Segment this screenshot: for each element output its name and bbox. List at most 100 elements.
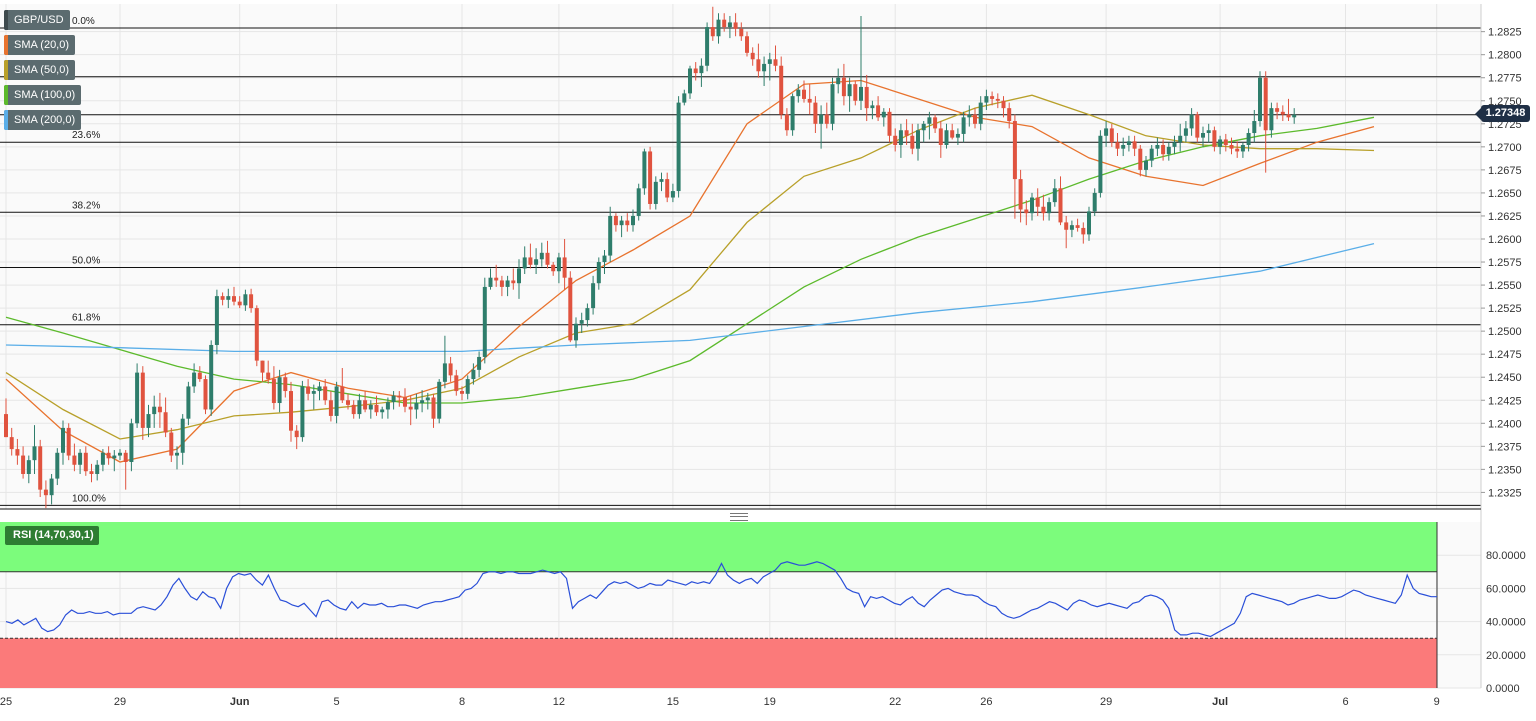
sma-100-label[interactable]: SMA (100,0) [4, 85, 82, 105]
candle-body [15, 449, 20, 456]
candle-body [38, 446, 43, 490]
last-price-tag: 1.27348 [1475, 105, 1530, 122]
candle-body [665, 179, 670, 198]
x-tick-label: 19 [764, 696, 776, 708]
candle-body [745, 36, 749, 53]
candle-body [864, 86, 869, 109]
candle-body [1115, 142, 1120, 149]
candle-body [602, 255, 607, 263]
candle-body [1087, 211, 1091, 235]
symbol-label[interactable]: GBP/USD [4, 10, 70, 30]
rsi-label[interactable]: RSI (14,70,30,1) [5, 526, 99, 545]
candle-body [357, 400, 362, 415]
symbol-swatch [4, 10, 8, 30]
candle-body [619, 220, 624, 226]
candle-body [511, 280, 516, 284]
candle-body [853, 84, 858, 101]
price-tick-label: 1.2400 [1488, 418, 1522, 430]
candle-body [1258, 77, 1262, 122]
candle-body [220, 296, 225, 300]
candle-body [214, 296, 219, 345]
candle-body [613, 215, 618, 226]
candle-body [323, 386, 328, 401]
candle-body [539, 252, 544, 260]
x-tick-label: 29 [114, 696, 126, 708]
candle-body [425, 397, 430, 401]
candle-body [311, 391, 316, 394]
candle-body [1155, 144, 1160, 149]
candle-body [289, 391, 293, 431]
candle-body [482, 286, 487, 357]
rsi-tick-label: 0.0000 [1486, 683, 1520, 695]
candle-body [203, 379, 208, 410]
pane-resize-handle[interactable] [730, 513, 748, 521]
candle-body [1132, 141, 1137, 149]
sma-200-label[interactable]: SMA (200,0) [4, 110, 82, 130]
candle-body [847, 84, 852, 97]
candle-body [169, 432, 174, 456]
candle-body [66, 427, 71, 456]
candle-body [1212, 130, 1217, 147]
candle-body [933, 117, 938, 129]
candle-body [830, 84, 835, 124]
candle-body [1144, 160, 1148, 170]
candle-body [727, 22, 732, 28]
candle-body [271, 379, 276, 404]
sma-50-swatch [4, 60, 8, 80]
candle-body [1263, 77, 1268, 131]
rsi-overbought-zone [0, 522, 1437, 572]
x-tick-label: 9 [1434, 696, 1440, 708]
sma-50-text: SMA (50,0) [14, 64, 70, 76]
candle-body [283, 377, 288, 392]
candle-body [591, 283, 596, 309]
candle-body [163, 412, 168, 433]
candle-body [368, 404, 373, 410]
candle-body [374, 404, 379, 413]
candle-body [505, 280, 510, 287]
candle-body [380, 409, 385, 413]
candle-body [1064, 222, 1069, 230]
price-tick-label: 1.2750 [1488, 96, 1522, 108]
candle-body [1183, 128, 1188, 136]
candle-body [414, 403, 419, 410]
rsi-oversold-zone [0, 638, 1437, 688]
candle-body [608, 215, 613, 256]
candle-body [1195, 114, 1200, 138]
sma-50-label[interactable]: SMA (50,0) [4, 60, 76, 80]
candle-body [351, 404, 356, 415]
candle-body [1001, 100, 1006, 109]
candle-body [1109, 128, 1114, 143]
candle-body [129, 423, 134, 463]
candle-body [1189, 114, 1194, 129]
x-tick-label: 12 [553, 696, 565, 708]
candle-body [460, 391, 464, 394]
candle-body [118, 452, 122, 456]
candle-body [494, 277, 499, 281]
candle-body [260, 360, 265, 373]
sma-20-label[interactable]: SMA (20,0) [4, 35, 76, 55]
candle-body [1138, 148, 1143, 170]
candle-body [1223, 139, 1228, 145]
candle-body [978, 102, 983, 124]
candle-body [596, 262, 601, 284]
candle-body [1024, 209, 1029, 214]
candle-body [1121, 144, 1126, 149]
candle-body [693, 68, 698, 74]
candle-body [499, 280, 504, 287]
price-tick-label: 1.2575 [1488, 257, 1522, 269]
price-tick-label: 1.2325 [1488, 487, 1522, 499]
candle-body [779, 65, 784, 115]
candle-body [1286, 114, 1291, 118]
candle-body [317, 386, 322, 392]
sma-100-swatch [4, 85, 8, 105]
candle-body [722, 19, 727, 28]
candle-body [705, 27, 710, 66]
candle-body [984, 96, 989, 103]
candle-body [237, 301, 242, 306]
candle-body [990, 96, 995, 99]
fibonacci-label: 23.6% [72, 130, 100, 141]
candle-body [1161, 144, 1166, 155]
candle-body [876, 105, 881, 118]
